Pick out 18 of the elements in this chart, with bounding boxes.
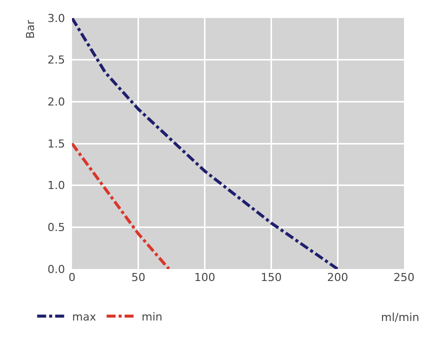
y-tick-label: 0.0 [48,262,65,276]
x-tick-label: 250 [394,271,414,284]
y-tick-label: 0.5 [48,221,65,234]
y-tick-label: 2.0 [48,96,65,109]
x-axis-title: ml/min [381,311,420,324]
x-tick-label: 0 [68,271,76,284]
x-tick-label: 100 [194,271,216,284]
legend-label: min [142,310,162,324]
y-tick-label: 1.5 [48,137,65,150]
x-tick-label: 150 [260,271,282,284]
y-tick-label: 1.0 [48,179,65,192]
y-tick-label: 2.5 [48,54,65,67]
x-tick-label: 200 [327,271,348,284]
line-series [72,18,340,269]
y-tick-label: 3.0 [48,12,65,25]
y-axis-title: Bar [24,20,37,39]
legend-label: max [72,310,97,324]
x-tick-label: 50 [131,271,146,284]
